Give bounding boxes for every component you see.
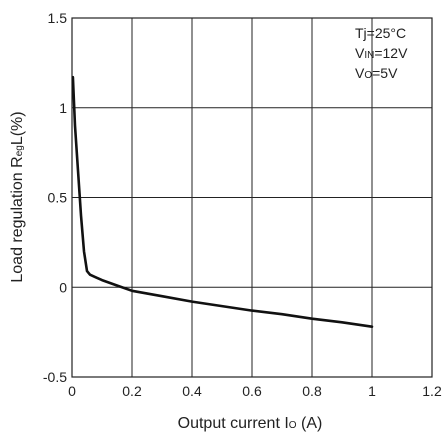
annotation-line: VIN=12V [355,45,408,61]
annotation-line: VO=5V [355,65,398,81]
series-line [71,75,374,328]
x-axis-label: Output current IO (A) [178,415,323,432]
y-tick-label: 1 [59,100,67,116]
y-axis-label: Load regulation RegL(%) [9,111,26,282]
x-tick-label: 1.2 [422,383,442,399]
x-tick-label: 0.2 [122,383,142,399]
y-tick-label: 1.5 [48,10,68,26]
y-tick-label: 0 [59,279,67,295]
y-tick-label: 0.5 [48,190,68,206]
x-tick-label: 0.6 [242,383,262,399]
x-tick-label: 1 [368,383,376,399]
y-tick-label: -0.5 [43,369,67,385]
annotation-block: Tj=25°C VIN=12V VO=5V [355,25,408,81]
x-tick-labels: 0 0.2 0.4 0.6 0.8 1 1.2 [68,383,442,399]
x-tick-label: 0 [68,383,76,399]
y-tick-labels: -0.5 0 0.5 1 1.5 [43,10,67,385]
x-tick-label: 0.8 [302,383,322,399]
plot-frame [71,17,433,378]
x-tick-label: 0.4 [182,383,202,399]
grid-lines [72,18,432,377]
annotation-line: Tj=25°C [355,25,406,41]
